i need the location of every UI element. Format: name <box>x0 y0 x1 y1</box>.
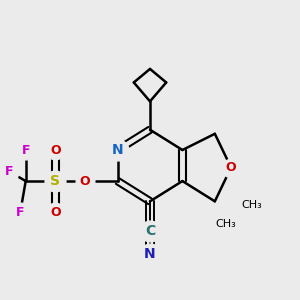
Text: O: O <box>50 143 61 157</box>
Text: O: O <box>50 206 61 219</box>
Text: N: N <box>144 247 156 261</box>
Text: CH₃: CH₃ <box>242 200 262 210</box>
Text: CH₃: CH₃ <box>215 219 236 229</box>
Text: F: F <box>16 206 25 219</box>
Text: F: F <box>22 143 30 157</box>
Text: C: C <box>145 224 155 238</box>
Text: N: N <box>112 143 123 157</box>
Text: O: O <box>80 175 91 188</box>
Text: F: F <box>5 165 14 178</box>
Text: O: O <box>226 161 236 174</box>
Text: S: S <box>50 174 60 188</box>
